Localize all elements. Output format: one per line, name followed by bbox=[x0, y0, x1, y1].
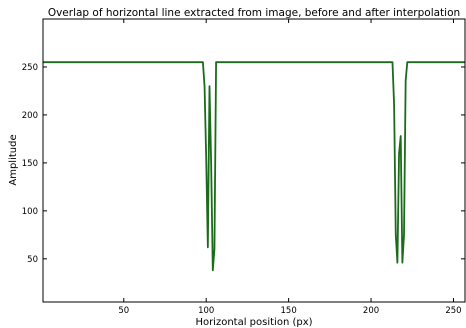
y-tick-label: 50 bbox=[27, 255, 38, 265]
chart-title: Overlap of horizontal line extracted fro… bbox=[48, 7, 460, 19]
x-tick-label: 150 bbox=[281, 306, 297, 316]
y-axis-title: Amplitude bbox=[8, 134, 19, 185]
x-tick-label: 250 bbox=[445, 306, 461, 316]
plot-area bbox=[43, 61, 465, 272]
y-tick-label: 250 bbox=[22, 63, 38, 73]
series-line bbox=[43, 61, 465, 272]
y-tick-label: 200 bbox=[22, 111, 38, 121]
x-tick-label: 100 bbox=[198, 306, 214, 316]
plot-frame bbox=[42, 18, 466, 303]
x-tick-label: 200 bbox=[363, 306, 379, 316]
y-tick-label: 150 bbox=[22, 159, 38, 169]
y-tick-label: 100 bbox=[22, 207, 38, 217]
x-tick-label: 50 bbox=[118, 306, 129, 316]
x-axis-title: Horizontal position (px) bbox=[195, 317, 312, 328]
